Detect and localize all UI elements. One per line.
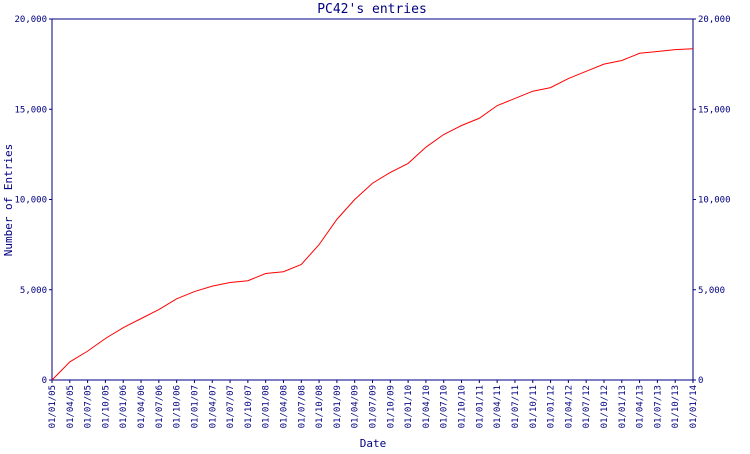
x-tick-label: 01/10/06 [173,385,183,428]
x-tick-label: 01/01/09 [333,385,343,428]
x-tick-label: 01/07/13 [653,385,663,428]
x-tick-label: 01/01/10 [404,385,414,428]
y2-tick-label: 10,000 [698,196,731,206]
x-tick-label: 01/07/11 [511,385,521,428]
x-tick-label: 01/04/10 [422,385,432,428]
x-tick-label: 01/04/05 [66,385,76,428]
data-line [51,48,694,381]
x-tick-label: 01/04/11 [493,385,503,428]
x-tick-label: 01/07/06 [155,385,165,428]
x-tick-label: 01/01/12 [547,385,557,428]
y-axis-label: Number of Entries [2,144,15,257]
x-tick-label: 01/01/13 [618,385,628,428]
x-tick-label: 01/07/12 [582,385,592,428]
y2-tick-label: 20,000 [698,15,731,25]
x-tick-label: 01/01/05 [48,385,58,428]
y2-tick-label: 5,000 [698,286,725,296]
x-tick-label: 01/01/06 [119,385,129,428]
x-tick-label: 01/10/12 [600,385,610,428]
x-tick-label: 01/10/07 [244,385,254,428]
x-tick-label: 01/10/09 [386,385,396,428]
x-tick-label: 01/10/08 [315,385,325,428]
x-tick-label: 01/07/07 [226,385,236,428]
x-axis-label: Date [360,437,387,450]
x-tick-label: 01/04/06 [137,385,147,428]
chart-title: PC42's entries [317,2,427,17]
x-tick-label: 01/04/12 [564,385,574,428]
x-tick-label: 01/10/10 [458,385,468,428]
x-tick-label: 01/10/13 [671,385,681,428]
y-tick-label: 15,000 [14,105,47,115]
x-tick-label: 01/04/09 [351,385,361,428]
x-tick-label: 01/01/08 [262,385,272,428]
y-tick-label: 10,000 [14,196,47,206]
x-tick-label: 01/07/09 [369,385,379,428]
x-tick-label: 01/01/11 [475,385,485,428]
x-tick-label: 01/01/07 [190,385,200,428]
x-tick-label: 01/04/07 [208,385,218,428]
x-tick-label: 01/01/14 [689,385,699,428]
y-tick-label: 5,000 [20,286,47,296]
x-tick-label: 01/07/10 [440,385,450,428]
y2-tick-label: 15,000 [698,105,731,115]
plot-frame [51,18,694,381]
x-tick-label: 01/07/05 [84,385,94,428]
x-tick-label: 01/10/05 [101,385,111,428]
x-tick-label: 01/04/08 [279,385,289,428]
x-tick-label: 01/07/08 [297,385,307,428]
x-tick-label: 01/10/11 [529,385,539,428]
y2-tick-label: 0 [698,376,703,386]
x-tick-label: 01/04/13 [636,385,646,428]
y-tick-label: 20,000 [14,15,47,25]
y-tick-label: 0 [42,376,47,386]
